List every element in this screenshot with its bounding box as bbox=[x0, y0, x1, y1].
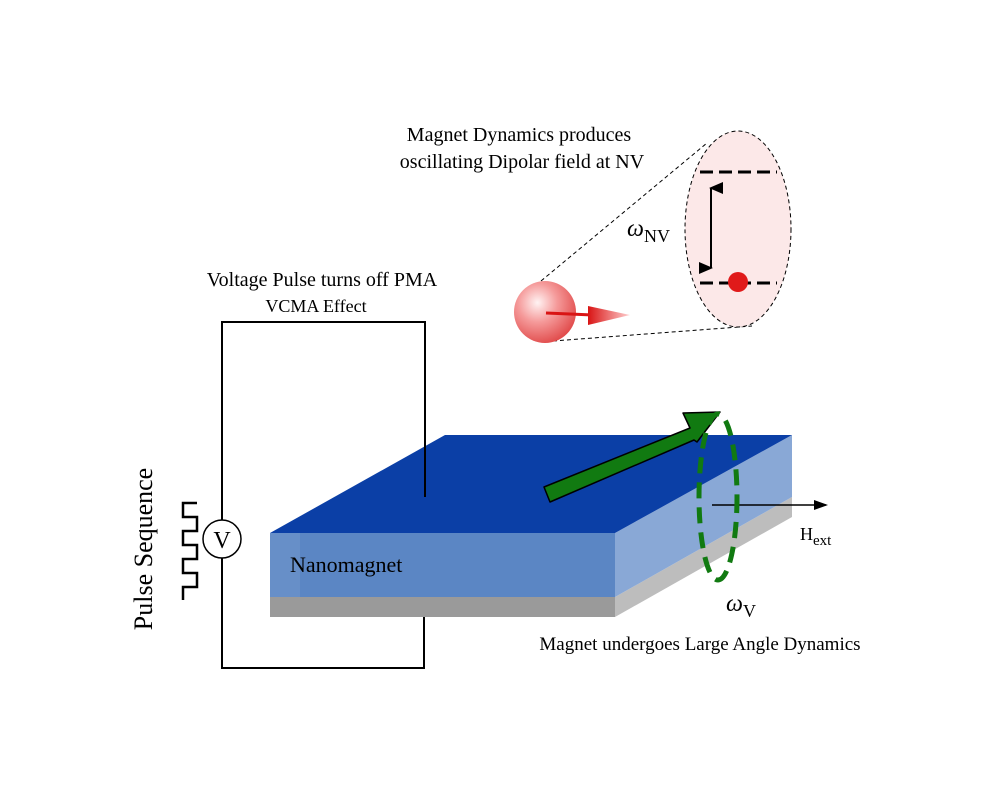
omega-nv-main: ω bbox=[627, 216, 644, 242]
dipolar-label-line1: Magnet Dynamics produces bbox=[407, 124, 632, 146]
h-ext-sub: ext bbox=[813, 533, 832, 549]
omega-v-label: ωV bbox=[726, 591, 756, 621]
omega-nv-label: ωNV bbox=[627, 216, 670, 246]
magnet-front-face bbox=[270, 533, 615, 597]
vcma-effect-label: VCMA Effect bbox=[265, 296, 366, 316]
h-ext-main: H bbox=[800, 524, 813, 544]
dipolar-label-line2: oscillating Dipolar field at NV bbox=[400, 151, 645, 173]
nv-spin-shaft bbox=[545, 311, 594, 317]
substrate-side bbox=[615, 497, 792, 617]
nv-sphere bbox=[514, 281, 576, 343]
magnetization-arrow-body bbox=[543, 411, 721, 503]
spin-population-dot bbox=[728, 272, 748, 292]
magnet-side-face bbox=[615, 435, 792, 597]
magnet-sheen bbox=[270, 533, 300, 597]
h-ext-field: Hext bbox=[712, 500, 832, 549]
voltage-pulse-label: Voltage Pulse turns off PMA bbox=[207, 269, 438, 291]
magnet-stack bbox=[270, 435, 792, 617]
precession-ellipse bbox=[696, 411, 740, 583]
substrate-front bbox=[270, 597, 615, 617]
wire-top bbox=[221, 321, 426, 520]
voltmeter-label: V bbox=[213, 528, 231, 554]
h-ext-label: Hext bbox=[800, 524, 832, 549]
nanomagnet-label: Nanomagnet bbox=[290, 552, 402, 577]
energy-level-ellipse bbox=[684, 130, 792, 328]
omega-nv-sub: NV bbox=[644, 226, 670, 246]
circuit-wires bbox=[221, 321, 426, 669]
omega-v-sub: V bbox=[743, 601, 756, 621]
magnetization-arrow bbox=[543, 411, 721, 503]
zoom-line-top bbox=[540, 142, 708, 282]
nv-center bbox=[514, 281, 630, 343]
omega-v-main: ω bbox=[726, 591, 743, 617]
voltmeter-circle bbox=[202, 519, 242, 559]
pulse-train-icon bbox=[181, 501, 199, 600]
zoom-line-bottom bbox=[552, 325, 753, 342]
voltmeter: V bbox=[202, 519, 242, 559]
nv-zoom: ωNV bbox=[540, 130, 792, 342]
large-angle-label: Magnet undergoes Large Angle Dynamics bbox=[539, 634, 860, 655]
magnet-top-face bbox=[270, 435, 792, 533]
nv-spin-cone bbox=[588, 306, 630, 325]
pulse-sequence-label: Pulse Sequence bbox=[129, 468, 158, 630]
wire-bottom bbox=[221, 558, 425, 669]
